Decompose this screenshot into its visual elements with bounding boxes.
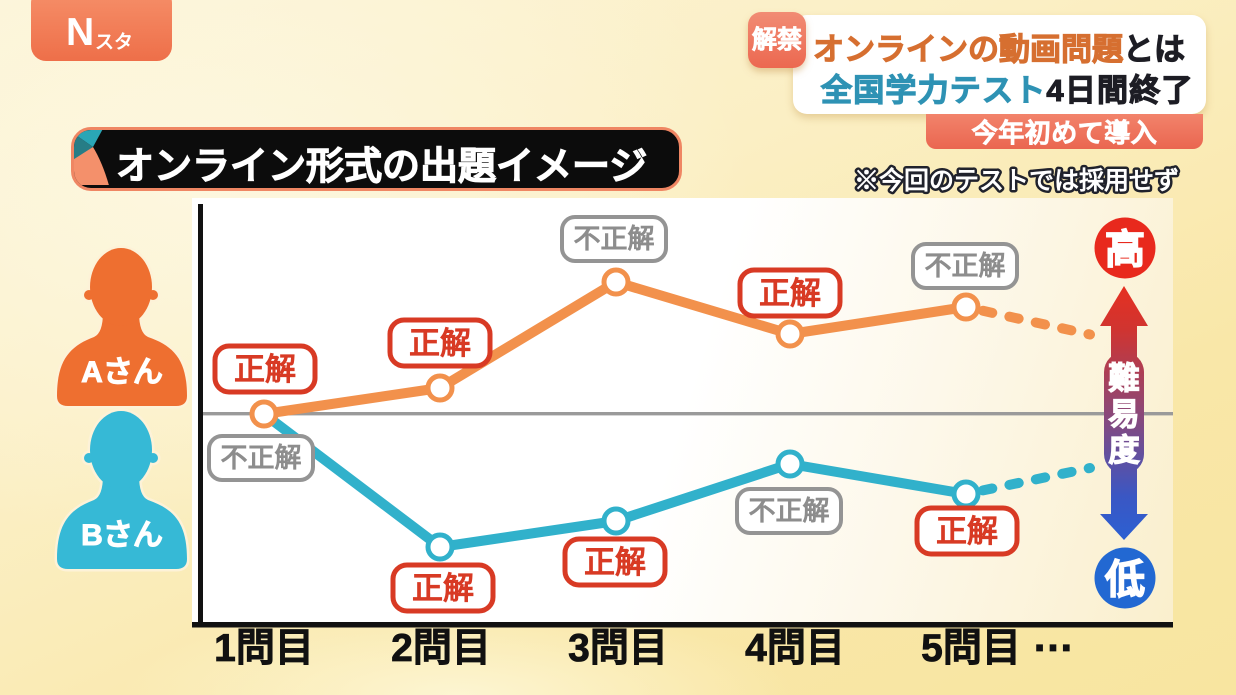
svg-text:低: 低: [1105, 558, 1145, 602]
svg-text:正解: 正解: [409, 326, 471, 361]
svg-text:1問目: 1問目: [214, 627, 314, 670]
svg-text:度: 度: [1109, 433, 1140, 468]
svg-text:難: 難: [1109, 361, 1140, 396]
svg-text:3問目: 3問目: [568, 627, 668, 670]
svg-text:易: 易: [1109, 397, 1140, 432]
svg-text:不正解: 不正解: [925, 251, 1006, 281]
svg-text:正解: 正解: [234, 352, 296, 387]
svg-text:Aさん: Aさん: [81, 356, 163, 389]
svg-text:4問目: 4問目: [745, 627, 845, 670]
svg-text:正解: 正解: [759, 276, 821, 311]
svg-text:正解: 正解: [412, 571, 474, 606]
svg-text:※今回のテストでは採用せず: ※今回のテストでは採用せず: [854, 166, 1179, 195]
svg-text:5問目: 5問目: [921, 627, 1021, 670]
svg-text:高: 高: [1105, 228, 1145, 272]
svg-text:…: …: [1032, 613, 1074, 660]
svg-text:正解: 正解: [936, 514, 998, 549]
svg-text:正解: 正解: [584, 545, 646, 580]
svg-text:不正解: 不正解: [574, 224, 655, 254]
svg-text:Bさん: Bさん: [81, 519, 163, 552]
svg-text:不正解: 不正解: [749, 496, 830, 526]
svg-text:不正解: 不正解: [221, 443, 302, 473]
svg-text:2問目: 2問目: [391, 627, 491, 670]
